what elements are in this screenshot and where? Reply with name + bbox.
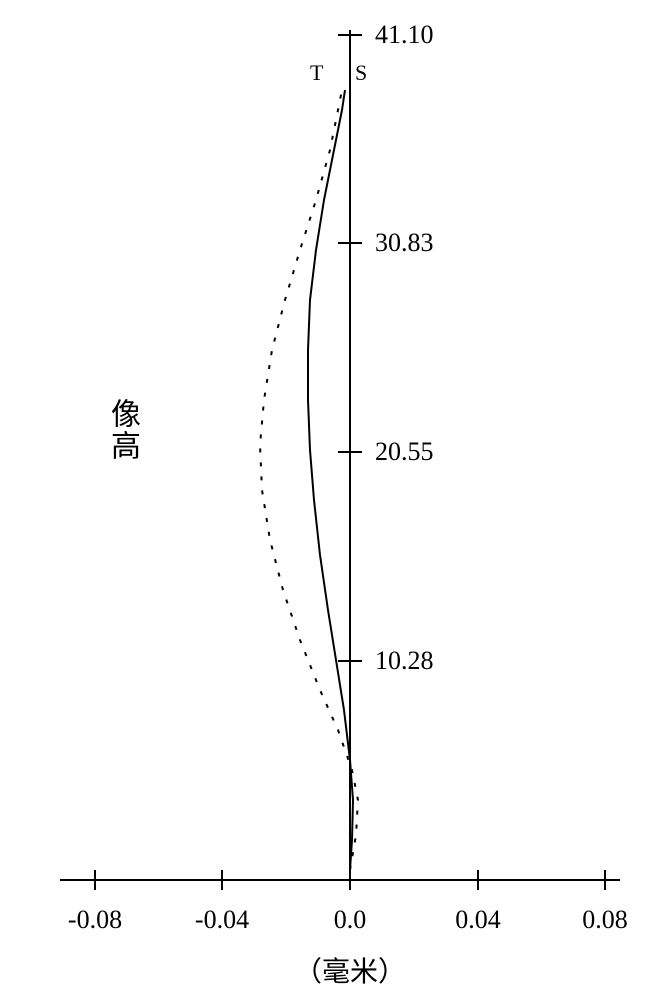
x-tick-label: 0.04 (455, 905, 501, 935)
x-axis-title: （毫米） (294, 950, 406, 990)
y-tick-label: 20.55 (375, 437, 434, 467)
t-curve-dashed (260, 90, 358, 870)
x-tick-label: -0.08 (68, 905, 122, 935)
chart-svg (0, 0, 655, 1000)
series-label-s: S (355, 60, 367, 86)
x-tick-label: 0.08 (582, 905, 628, 935)
y-tick-label: 30.83 (375, 228, 434, 258)
series-label-t: T (310, 60, 323, 86)
y-tick-label: 10.28 (375, 646, 434, 676)
x-tick-label: 0.0 (334, 905, 367, 935)
field-curvature-chart: -0.08 -0.04 0.0 0.04 0.08 41.10 30.83 20… (0, 0, 655, 1000)
y-tick-label: 41.10 (375, 20, 434, 50)
x-tick-label: -0.04 (195, 905, 249, 935)
y-axis-title: 像高 (100, 398, 144, 462)
